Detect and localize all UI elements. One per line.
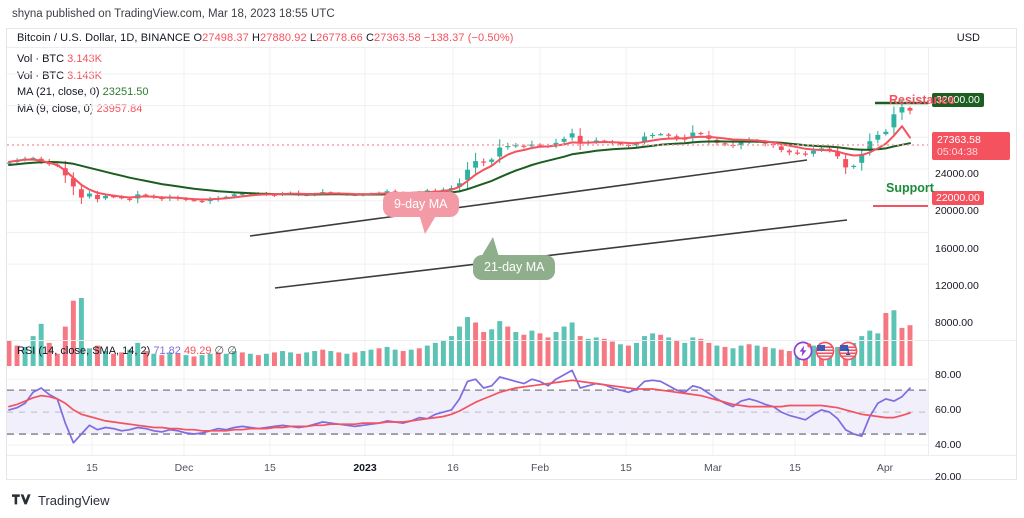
legend-value: 23251.50 (102, 86, 149, 98)
rsi-name: RSI (14, close, SMA, 14, 2) (17, 345, 151, 357)
symbol-header-row: Bitcoin / U.S. Dollar, 1D, BINANCE O2749… (7, 29, 1016, 48)
rsi-value: 71.82 (153, 345, 181, 357)
price-change: −138.37 (−0.50%) (423, 32, 514, 44)
ohlc-c-value: 27363.58 (374, 32, 421, 44)
chart-frame: Bitcoin / U.S. Dollar, 1D, BINANCE O2749… (6, 28, 1017, 483)
legend-value: 3.143K (67, 53, 103, 65)
price-pane[interactable] (7, 48, 928, 366)
ohlc-o-label: O (193, 32, 203, 44)
legend-item[interactable]: Vol · BTC 3.143K (17, 51, 149, 68)
callout-ma9: 9-day MA (383, 192, 459, 234)
resistance-label: Resistance (889, 93, 956, 107)
legend-value: 3.143K (67, 69, 103, 82)
support-price-badge[interactable]: 22000.00 (932, 191, 984, 205)
ohlc-h-label: H (252, 32, 261, 44)
rsi-tick: 40.00 (935, 439, 962, 451)
callout-tail-icon (481, 237, 499, 257)
ohlc-o-value: 27498.37 (202, 32, 249, 44)
flag-badge-icon[interactable] (814, 341, 836, 361)
rsi-tick: 80.00 (935, 369, 962, 381)
symbol-title: Bitcoin / U.S. Dollar, 1D, BINANCE (17, 32, 191, 44)
bar-countdown: 05:04:38 (937, 146, 978, 158)
time-axis[interactable]: 15 Dec 15 2023 16 Feb 15 Mar 15 Apr (7, 455, 1016, 479)
rsi-header[interactable]: RSI (14, close, SMA, 14, 2) 71.82 49.29 … (17, 344, 237, 357)
legend-label: Vol · BTC (17, 53, 65, 65)
legend-item[interactable]: MA (21, close, 0) 23251.50 (17, 84, 149, 101)
current-price-badge[interactable]: 27363.58 05:04:38 (932, 132, 1010, 160)
badge-cluster[interactable]: 1 (793, 341, 859, 361)
legend-label: Vol · BTC (17, 69, 65, 82)
brand-label: TradingView (38, 493, 110, 508)
callout-ma21-label: 21-day MA (484, 260, 545, 274)
rsi-header-row: RSI (14, close, SMA, 14, 2) 71.82 49.29 … (7, 340, 1016, 360)
price-tick: 16000.00 (935, 243, 979, 255)
price-tick: 12000.00 (935, 280, 979, 292)
rsi-sma-value: 49.29 (183, 345, 212, 357)
price-tick: 24000.00 (935, 168, 979, 180)
rsi-tick: 20.00 (935, 471, 962, 483)
price-axis[interactable]: 32000.00 28000.00 24000.00 20000.00 1600… (928, 48, 1016, 483)
time-tick: Dec (174, 462, 194, 474)
price-tick: 8000.00 (935, 317, 973, 329)
legend-label: MA (21, close, 0) (17, 86, 100, 98)
ohlc-l-label: L (309, 32, 317, 44)
current-price-value: 27363.58 (937, 134, 981, 146)
time-tick: Apr (876, 462, 894, 474)
rsi-chart-svg (7, 366, 928, 456)
time-tick: 15 (789, 462, 801, 474)
lightning-badge-icon[interactable] (793, 341, 813, 361)
time-tick: 15 (620, 462, 632, 474)
price-tick: 20000.00 (935, 205, 979, 217)
callout-tail-icon (419, 214, 437, 234)
rsi-settings-icon[interactable]: ∅ (214, 345, 225, 357)
resistance-price-badge[interactable]: 32000.00 (932, 93, 984, 107)
callout-ma9-label: 9-day MA (394, 197, 448, 211)
rsi-close-icon[interactable]: ∅ (227, 345, 237, 357)
rsi-tick: 60.00 (935, 404, 962, 416)
ohlc-l-value: 26778.66 (316, 32, 363, 44)
time-tick: 16 (447, 462, 459, 474)
tradingview-logo-icon (12, 494, 31, 505)
ohlc-c-label: C (365, 32, 374, 44)
support-label: Support (886, 181, 934, 195)
time-tick: 15 (264, 462, 276, 474)
time-tick: 2023 (353, 462, 377, 474)
publish-credit: shyna published on TradingView.com, Mar … (12, 8, 335, 20)
ohlc-h-value: 27880.92 (260, 32, 307, 44)
tradingview-footer: TradingView (12, 493, 110, 508)
currency-label: USD (956, 32, 980, 44)
legend-item[interactable]: Vol · BTC 3.143K (17, 68, 149, 85)
price-chart-svg (7, 48, 928, 366)
symbol-info[interactable]: Bitcoin / U.S. Dollar, 1D, BINANCE O2749… (17, 32, 514, 44)
time-tick: Feb (530, 462, 550, 474)
callout-ma21: 21-day MA (473, 237, 556, 280)
rsi-pane[interactable] (7, 366, 928, 456)
time-tick: 15 (86, 462, 98, 474)
flag-badge-icon[interactable]: 1 (837, 341, 859, 361)
svg-text:1: 1 (845, 347, 850, 357)
time-tick: Mar (703, 462, 723, 474)
